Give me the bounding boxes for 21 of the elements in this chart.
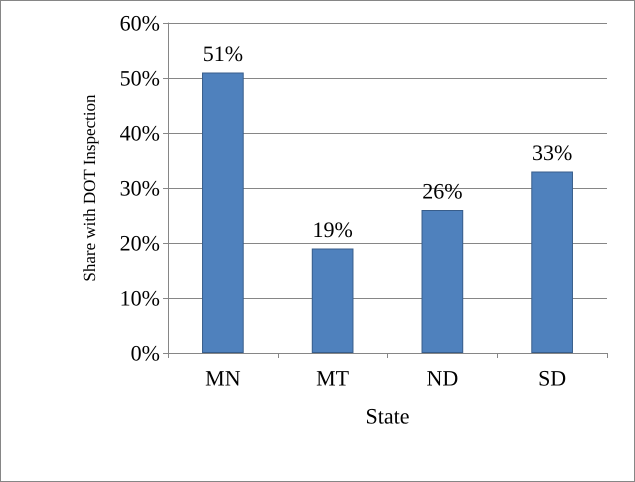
y-axis-title: Share with DOT Inspection xyxy=(80,94,99,282)
x-axis-title: State xyxy=(366,404,410,428)
y-tick-label: 30% xyxy=(120,176,160,200)
x-tick-label: MN xyxy=(205,366,241,390)
bar xyxy=(531,172,573,353)
y-tick-label: 50% xyxy=(120,66,160,90)
data-label: 26% xyxy=(422,178,463,204)
data-label: 33% xyxy=(532,140,572,165)
data-label: 19% xyxy=(312,217,353,242)
data-label: 51% xyxy=(202,41,244,66)
x-tick-label: SD xyxy=(538,366,566,390)
y-tick-label: 60% xyxy=(120,10,160,36)
y-tick-label: 40% xyxy=(120,120,160,146)
bar xyxy=(422,210,464,353)
y-tick-label: 0% xyxy=(130,340,160,366)
x-tick-label: MT xyxy=(316,366,350,390)
x-tick-label: ND xyxy=(426,366,458,390)
y-tick-label: 10% xyxy=(120,286,160,310)
y-tick-label: 20% xyxy=(120,230,160,256)
bar xyxy=(312,248,354,353)
bar xyxy=(202,72,244,353)
